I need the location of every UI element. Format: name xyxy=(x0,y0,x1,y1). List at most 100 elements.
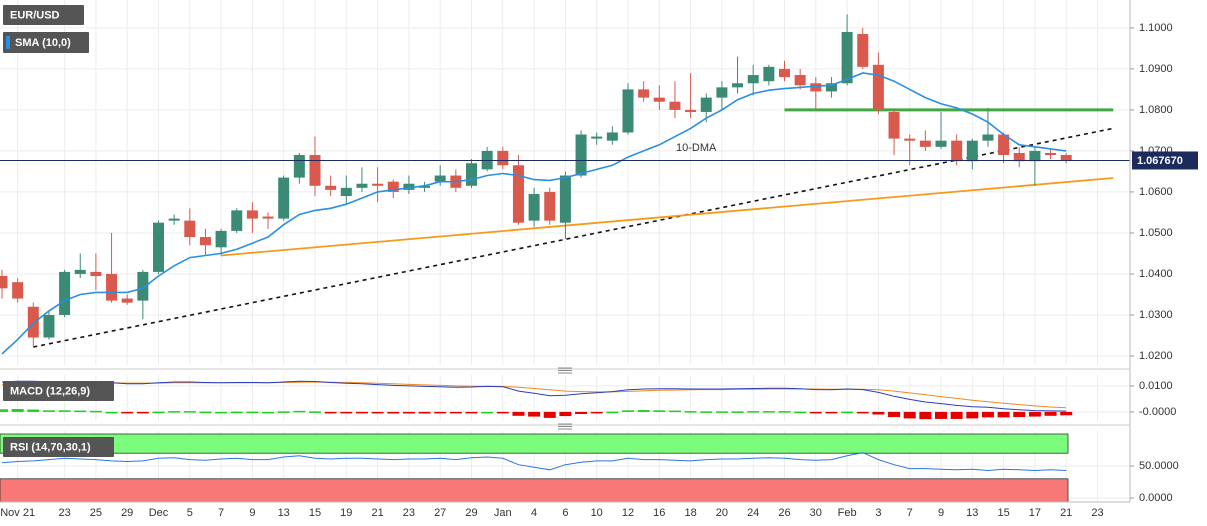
candle-body xyxy=(59,271,71,315)
histogram-bar xyxy=(136,411,149,414)
histogram-bar xyxy=(762,411,775,413)
histogram-bar xyxy=(809,411,822,414)
histogram-bar xyxy=(402,411,415,414)
candle-body xyxy=(434,175,446,182)
y-tick-label: -0.0000 xyxy=(1139,406,1176,418)
candle-body xyxy=(559,175,571,223)
trend-line xyxy=(221,177,1114,257)
y-tick-label: 0.0000 xyxy=(1139,492,1173,504)
x-tick-label: 21 xyxy=(1060,507,1072,519)
histogram-bar xyxy=(700,411,713,413)
histogram-bar xyxy=(715,411,728,413)
y-tick-label: 0.0100 xyxy=(1139,380,1173,392)
histogram-bar xyxy=(559,411,572,417)
y-tick-label: 1.0500 xyxy=(1139,227,1173,239)
histogram-bar xyxy=(387,411,400,414)
histogram-bar xyxy=(449,411,462,414)
histogram-bar xyxy=(966,411,979,419)
candle-body xyxy=(872,64,884,110)
histogram-bar xyxy=(199,411,212,414)
candle-body xyxy=(184,220,196,238)
candle-body xyxy=(325,185,337,190)
histogram-bar xyxy=(825,411,838,414)
candle-body xyxy=(403,183,415,190)
x-tick-label: 16 xyxy=(653,507,665,519)
panel-title: MACD (12,26,9) xyxy=(10,385,90,397)
histogram-bar xyxy=(183,411,196,413)
pane-handle[interactable] xyxy=(558,423,572,430)
histogram-bar xyxy=(309,411,321,413)
x-tick-label: 23 xyxy=(58,507,70,519)
macd-label: MACD (12,26,9) xyxy=(3,381,114,401)
marks xyxy=(0,14,1130,503)
histogram-bar xyxy=(481,411,494,414)
x-tick-label: 3 xyxy=(875,507,881,519)
histogram-bar xyxy=(371,411,384,414)
overlays: Nov 21 23 25 29 Dec 5 7 9 13 15 19 21 23 27 29 Jan 4 6 10 1… xyxy=(0,22,1198,519)
x-tick-label: 13 xyxy=(966,507,978,519)
candle-body xyxy=(1045,152,1057,156)
histogram-bar xyxy=(888,411,901,418)
candle-body xyxy=(528,193,540,221)
candle-body xyxy=(919,140,931,147)
candle-body xyxy=(0,276,8,289)
x-tick-label: 15 xyxy=(309,507,321,519)
histogram-bar xyxy=(637,410,650,412)
candle-body xyxy=(685,109,697,112)
histogram-bar xyxy=(42,410,55,412)
histogram-bar xyxy=(1060,411,1073,416)
symbol-label: EUR/USD xyxy=(3,5,84,25)
candle-body xyxy=(857,34,869,67)
x-tick-label: 6 xyxy=(562,507,568,519)
histogram-bar xyxy=(590,411,603,414)
y-tick-label: 1.0800 xyxy=(1139,104,1173,116)
candle-body xyxy=(544,191,556,221)
candle-body xyxy=(653,97,665,102)
y-tick-label: 1.1000 xyxy=(1139,22,1173,34)
y-tick-label: 1.0200 xyxy=(1139,350,1173,362)
x-tick-label: 17 xyxy=(1029,507,1041,519)
rsi-label: RSI (14,70,30,1) xyxy=(3,437,114,457)
x-tick-label: 29 xyxy=(465,507,477,519)
candle-body xyxy=(998,134,1010,156)
histogram-bar xyxy=(1013,411,1026,418)
histogram-bar xyxy=(872,411,885,415)
candle-body xyxy=(106,273,118,301)
candle-body xyxy=(606,132,618,141)
candle-body xyxy=(199,237,211,246)
candle-body xyxy=(497,150,509,166)
x-tick-label: 27 xyxy=(434,507,446,519)
candle-body xyxy=(825,83,837,92)
candle-body xyxy=(12,282,24,299)
histogram-bar xyxy=(0,409,8,412)
y-tick-label: 1.0900 xyxy=(1139,63,1173,75)
x-tick-label: 29 xyxy=(121,507,133,519)
histogram-bar xyxy=(684,411,697,413)
candle-body xyxy=(747,75,759,84)
x-tick-label: 13 xyxy=(278,507,290,519)
candle-body xyxy=(982,134,994,141)
candle-body xyxy=(622,89,634,133)
histogram-bar xyxy=(935,411,947,419)
candle-body xyxy=(356,183,368,188)
candle-body xyxy=(951,140,963,162)
oversold-band xyxy=(0,478,1069,503)
candle-body xyxy=(231,210,243,231)
histogram-bar xyxy=(465,411,478,414)
annotation: 10-DMA xyxy=(676,142,717,154)
candle-body xyxy=(888,111,900,139)
rsi-line xyxy=(1,452,1067,472)
histogram-bar xyxy=(528,411,541,417)
histogram-bar xyxy=(246,411,259,414)
label-box xyxy=(3,437,114,457)
last-price-box xyxy=(1132,151,1198,170)
candle-body xyxy=(90,271,102,277)
candle-body xyxy=(466,163,477,186)
pane-handle[interactable] xyxy=(558,367,572,374)
candle-body xyxy=(43,314,55,338)
histogram-bar xyxy=(262,411,275,414)
histogram-bar xyxy=(997,411,1010,418)
histogram-bar xyxy=(324,411,337,414)
candle-body xyxy=(153,222,164,272)
candle-body xyxy=(419,185,431,188)
